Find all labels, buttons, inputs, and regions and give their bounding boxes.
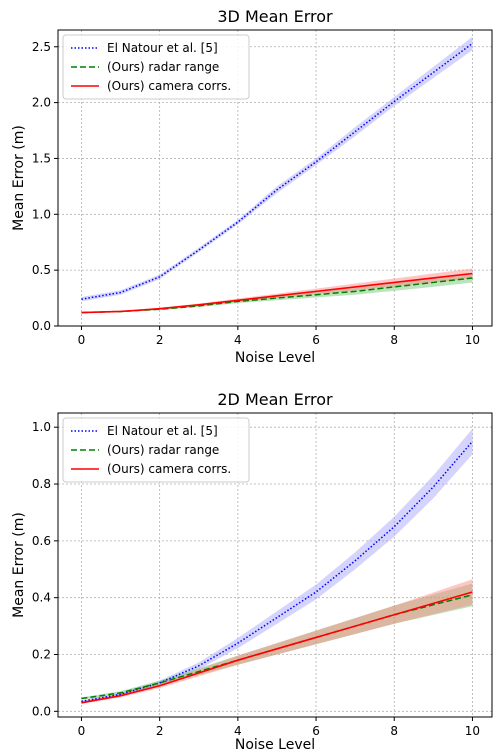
chart-title: 3D Mean Error	[217, 7, 333, 26]
chart-3d-mean-error: 0 2 4 6 8 10 0.0 0.5 1.0 1.5 2.0 2.5 3D Mean Error No…	[11, 7, 493, 366]
y-tick-label: 1.0	[32, 420, 51, 434]
y-tick-label: 0.8	[32, 477, 51, 491]
legend-box	[62, 34, 250, 100]
legend-box	[62, 417, 250, 483]
x-tick-label: 0	[78, 724, 86, 738]
series-line	[81, 272, 473, 314]
x-tick-label: 4	[234, 724, 242, 738]
x-tick-label: 6	[312, 724, 320, 738]
y-tick-label: 2.5	[32, 40, 51, 54]
y-tick-label: 1.0	[32, 207, 51, 221]
x-axis-label: Noise Level	[235, 350, 315, 366]
confidence-band	[81, 579, 473, 704]
legend-label: (Ours) radar range	[107, 60, 219, 74]
legend-label: (Ours) camera corrs.	[107, 79, 231, 93]
x-tick-label: 10	[465, 333, 480, 347]
y-tick-label: 0.2	[32, 647, 51, 661]
y-tick-label: 0.0	[32, 319, 51, 333]
x-tick-label: 0	[78, 333, 86, 347]
y-tick-label: 0.5	[32, 263, 51, 277]
y-tick-label: 2.0	[32, 96, 51, 110]
legend: El Natour et al. [5] (Ours) radar range (O…	[62, 417, 250, 483]
chart-2d-mean-error: 0 2 4 6 8 10 0.0 0.2 0.4 0.6 0.8 1.0 2D Mean Error No…	[11, 390, 493, 753]
legend-label: El Natour et al. [5]	[107, 41, 218, 55]
y-tick-label: 0.6	[32, 534, 51, 548]
x-tick-label: 2	[156, 724, 164, 738]
legend-label: (Ours) camera corrs.	[107, 462, 231, 476]
x-tick-label: 8	[390, 333, 398, 347]
series-line	[81, 591, 473, 704]
confidence-band	[81, 583, 473, 700]
plot-frame	[57, 412, 493, 718]
x-tick-label: 2	[156, 333, 164, 347]
legend-label: El Natour et al. [5]	[107, 424, 218, 438]
x-tick-label: 10	[465, 724, 480, 738]
confidence-band	[81, 268, 473, 314]
x-axis-label: Noise Level	[235, 737, 315, 753]
chart-title: 2D Mean Error	[217, 390, 333, 409]
y-axis-label: Mean Error (m)	[11, 125, 27, 231]
y-tick-label: 0.0	[32, 704, 51, 718]
x-tick-label: 6	[312, 333, 320, 347]
legend-label: (Ours) radar range	[107, 443, 219, 457]
y-axis-label: Mean Error (m)	[11, 512, 27, 618]
x-tick-label: 4	[234, 333, 242, 347]
series-line	[81, 42, 473, 300]
legend: El Natour et al. [5] (Ours) radar range (O…	[62, 34, 250, 100]
y-tick-label: 1.5	[32, 151, 51, 165]
x-tick-label: 8	[390, 724, 398, 738]
plot-frame	[57, 29, 493, 327]
y-tick-label: 0.4	[32, 591, 51, 605]
